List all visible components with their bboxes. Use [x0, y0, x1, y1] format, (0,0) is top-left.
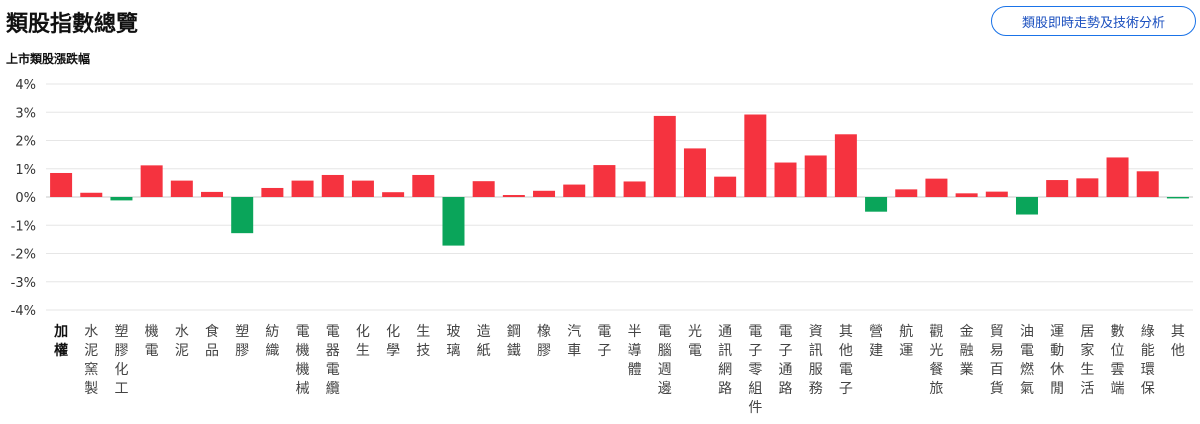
x-tick-label: 玻璃 [446, 324, 460, 359]
x-tick-label: 綠能環保 [1141, 324, 1155, 397]
x-tick-label: 水泥 [175, 324, 189, 359]
x-tick-label: 電器電纜 [326, 324, 340, 397]
x-tick-label: 加權 [53, 324, 68, 359]
bars [50, 114, 1189, 246]
bar[interactable] [865, 197, 888, 212]
y-tick-label: -4% [11, 304, 36, 319]
bar[interactable] [412, 174, 435, 197]
x-tick-label: 電子通路 [779, 324, 793, 397]
bar[interactable] [321, 174, 344, 197]
y-tick-label: -1% [11, 219, 36, 234]
x-tick-label: 半導體 [628, 324, 642, 378]
x-tick-label: 水泥窯製 [84, 324, 98, 397]
x-tick-label: 營建 [869, 324, 883, 359]
x-tick-label: 電子 [597, 324, 611, 359]
bar[interactable] [593, 165, 616, 197]
x-tick-label: 其他電子 [839, 324, 853, 397]
x-tick-label: 食品 [205, 323, 219, 359]
x-tick-label: 電子零組件 [748, 324, 762, 416]
bar[interactable] [533, 190, 556, 197]
x-tick-label: 橡膠 [537, 324, 551, 359]
bar[interactable] [502, 195, 525, 197]
y-axis: 4% 3% 2% 1% 0% -1% -2% -3% -4% [11, 78, 36, 319]
y-tick-label: -2% [11, 248, 36, 263]
x-tick-label: 其他 [1171, 324, 1185, 359]
x-tick-label: 電機機械 [296, 324, 310, 397]
bar[interactable] [110, 197, 133, 201]
bar[interactable] [1106, 157, 1129, 197]
y-tick-label: 2% [15, 135, 36, 150]
x-tick-label: 塑膠 [235, 324, 249, 359]
bar[interactable] [1076, 178, 1099, 197]
bar[interactable] [201, 191, 224, 197]
bar[interactable] [1166, 197, 1189, 199]
bar[interactable] [1046, 180, 1069, 197]
bar[interactable] [623, 181, 646, 197]
bar[interactable] [895, 189, 918, 197]
bar[interactable] [774, 162, 797, 197]
x-tick-label: 貿易百貨 [990, 324, 1004, 397]
bar[interactable] [80, 192, 103, 197]
x-tick-label: 生技 [416, 324, 430, 359]
x-tick-label: 居家生活 [1080, 324, 1094, 397]
x-tick-label: 金融業 [960, 324, 974, 378]
grid-lines [46, 83, 1193, 311]
x-tick-label: 造紙 [477, 324, 491, 359]
bar[interactable] [955, 193, 978, 197]
bar[interactable] [472, 181, 495, 197]
technical-analysis-button[interactable]: 類股即時走勢及技術分析 [991, 6, 1196, 36]
y-tick-label: -3% [11, 276, 36, 291]
x-tick-label: 汽車 [567, 324, 581, 359]
x-tick-label: 電腦週邊 [658, 324, 672, 397]
bar[interactable] [140, 165, 163, 197]
x-tick-label: 鋼鐵 [507, 324, 521, 359]
x-tick-label: 光電 [688, 324, 702, 359]
x-tick-label: 塑膠化工 [114, 324, 128, 397]
bar[interactable] [985, 191, 1008, 197]
y-tick-label: 1% [15, 163, 36, 178]
x-tick-label: 數位雲端 [1111, 324, 1125, 397]
y-tick-label: 3% [15, 106, 36, 121]
x-tick-label: 化學 [386, 324, 400, 359]
bar[interactable] [382, 192, 405, 197]
bar[interactable] [834, 134, 857, 197]
bar[interactable] [170, 180, 193, 197]
x-tick-label: 運動休閒 [1050, 324, 1064, 397]
bar[interactable] [683, 148, 706, 197]
bar[interactable] [351, 180, 374, 197]
bar[interactable] [1136, 171, 1159, 197]
x-tick-label: 觀光餐旅 [929, 324, 943, 397]
bar[interactable] [653, 115, 676, 197]
bar[interactable] [1015, 197, 1038, 215]
bar[interactable] [50, 172, 73, 197]
bar[interactable] [925, 178, 948, 197]
bar[interactable] [291, 180, 314, 197]
x-tick-label: 機電 [145, 324, 159, 359]
chart-title: 上市類股漲跌幅 [6, 52, 91, 66]
y-tick-label: 4% [15, 78, 36, 93]
x-tick-label: 通訊網路 [718, 324, 732, 397]
x-tick-label: 油電燃氣 [1020, 324, 1034, 397]
bar[interactable] [563, 184, 586, 197]
page-title: 類股指數總覽 [6, 12, 139, 37]
x-tick-label: 資訊服務 [809, 324, 823, 397]
bar[interactable] [714, 176, 737, 197]
bar[interactable] [744, 114, 767, 197]
bar[interactable] [442, 197, 465, 246]
bar[interactable] [804, 155, 827, 197]
x-tick-label: 化生 [356, 324, 370, 359]
x-tick-label: 航運 [899, 324, 913, 359]
bar[interactable] [231, 197, 254, 234]
x-tick-label: 紡織 [265, 324, 279, 359]
bar[interactable] [261, 187, 284, 197]
y-tick-label: 0% [15, 191, 36, 206]
